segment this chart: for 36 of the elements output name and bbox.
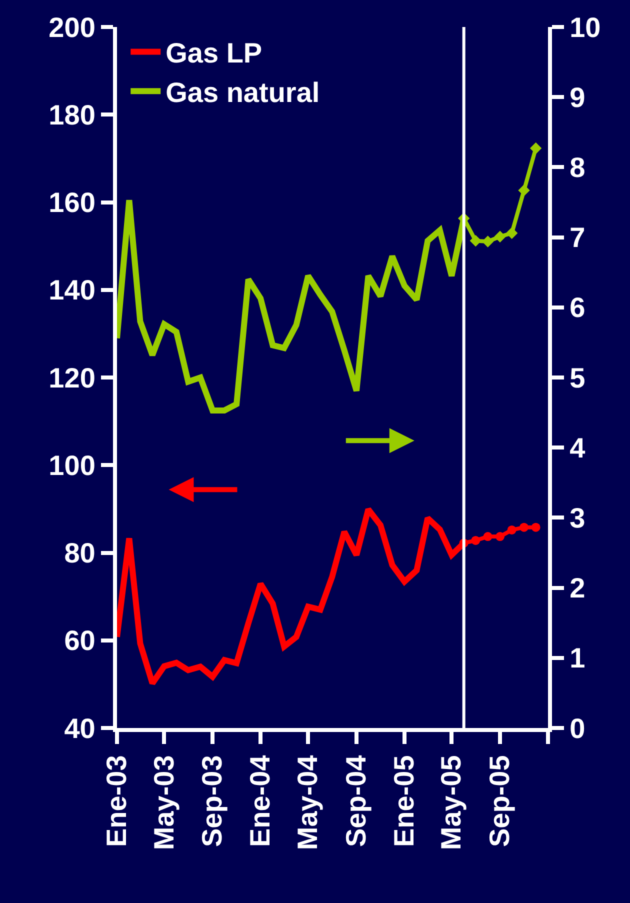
x-tick-label: Ene-04 — [244, 754, 276, 848]
y-tick-label: 100 — [48, 450, 96, 481]
x-tick-label: May-04 — [292, 754, 324, 850]
x-tick-label: Ene-03 — [101, 755, 132, 848]
point — [506, 227, 518, 239]
x-tick-label: May-03 — [148, 755, 180, 850]
legend-label: Gas natural — [166, 77, 320, 108]
y2-tick-label: 2 — [570, 572, 586, 604]
point — [518, 184, 530, 196]
y-tick-label: 140 — [48, 274, 96, 306]
x-tick-label: Ene-05 — [388, 755, 420, 848]
x-tick-label: May-05 — [436, 755, 467, 850]
point — [530, 142, 542, 154]
y2-tick-label: 10 — [570, 12, 601, 43]
x-tick-label: Sep-03 — [196, 755, 228, 848]
x-tick-label: Sep-05 — [484, 755, 516, 848]
point — [470, 234, 482, 247]
y2-tick-label: 6 — [570, 292, 586, 324]
y2-tick-label: 0 — [570, 712, 586, 744]
legend-label: Gas LP — [166, 38, 262, 69]
y-tick-label: 200 — [48, 12, 96, 43]
y2-tick-label: 8 — [570, 152, 586, 183]
point — [494, 230, 506, 242]
y-tick-label: 80 — [64, 538, 96, 569]
y2-tick-label: 3 — [570, 502, 586, 534]
x-tick-label: Sep-04 — [340, 754, 372, 848]
y-tick-label: 60 — [64, 625, 96, 656]
y2-tick-label: 1 — [570, 642, 586, 674]
y2-tick-label: 5 — [570, 362, 586, 394]
y-tick-label: 120 — [48, 362, 96, 394]
y2-tick-label: 9 — [570, 82, 586, 113]
y2-tick-label: 4 — [570, 432, 586, 464]
y-tick-label: 180 — [48, 99, 96, 130]
y2-tick-label: 7 — [570, 222, 586, 254]
y-tick-label: 40 — [64, 712, 96, 744]
y-tick-label: 160 — [48, 187, 96, 218]
